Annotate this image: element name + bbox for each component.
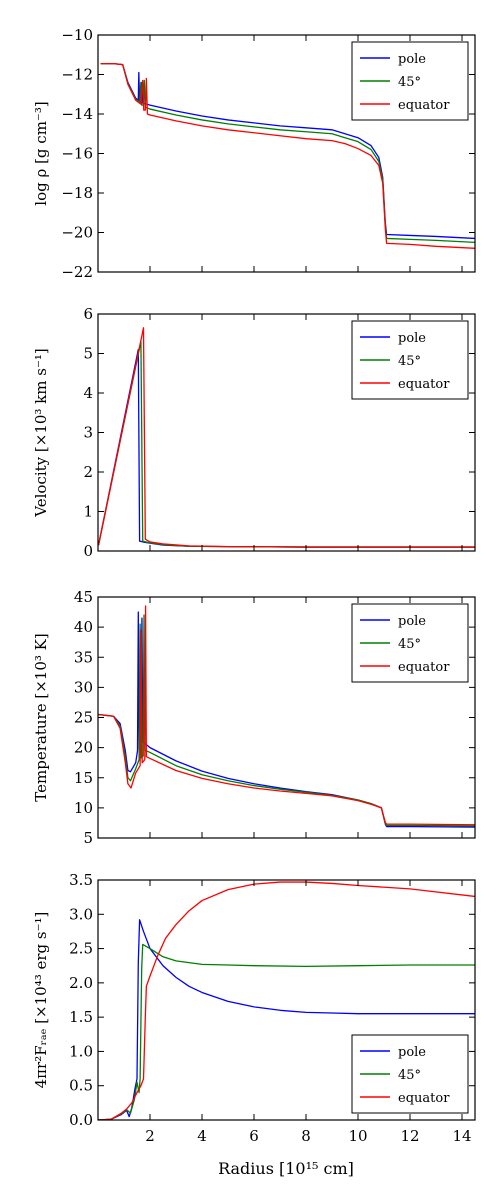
y-axis-label-velocity: Velocity [×10³ km s⁻¹] [32, 348, 50, 517]
y-tick-label: 35 [74, 648, 93, 666]
y-tick-label: 1 [83, 503, 93, 521]
y-tick-label: 25 [74, 709, 93, 727]
y-tick-label: 2.5 [69, 940, 93, 958]
y-tick-label: 45 [74, 588, 93, 606]
legend-label-2: equator [398, 1091, 450, 1106]
series-line-luminosity-1 [98, 943, 475, 1120]
y-tick-label: 0.5 [69, 1077, 93, 1095]
chart-panel-luminosity: 2 4 6 8 10 12 14 0.0 0.5 1.0 1.5 2.0 2.5 3.0 3.5 4πr²Fᵣ… [32, 871, 476, 1145]
y-tick-label: 10 [74, 799, 93, 817]
y-tick-label: 1.5 [69, 1008, 93, 1026]
series-line-temperature-2 [98, 605, 475, 826]
x-tick-label: 8 [301, 1127, 311, 1145]
series-group-temperature [98, 605, 475, 828]
legend-label-2: equator [398, 660, 450, 675]
y-tick-label: −20 [61, 224, 93, 242]
legend-label-2: equator [398, 377, 450, 392]
y-axis-label-temperature: Temperature [×10³ K] [32, 633, 50, 801]
legend-temperature: pole 45° equator [351, 603, 469, 683]
series-line-velocity-2 [98, 327, 475, 548]
series-group-velocity [98, 327, 475, 548]
legend-luminosity: pole 45° equator [351, 1034, 469, 1114]
chart-panel-density: −22 −20 −18 −16 −14 −12 −10 log ρ [g cm⁻³] pole 4… [32, 26, 476, 281]
x-tick-label: 6 [249, 1127, 259, 1145]
y-tick-label: −22 [61, 263, 93, 281]
y-tick-label: 5 [83, 345, 93, 363]
legend-label-1: 45° [398, 1068, 421, 1083]
y-tick-label: −12 [61, 66, 93, 84]
series-group-luminosity [98, 881, 475, 1120]
legend-density: pole 45° equator [351, 41, 469, 121]
legend-label-0: pole [398, 1045, 426, 1060]
y-axis-label-density: log ρ [g cm⁻³] [32, 101, 50, 205]
y-tick-label: 3.0 [69, 905, 93, 923]
legend-label-0: pole [398, 52, 426, 67]
plot-frame-luminosity [97, 879, 476, 1121]
y-tick-label: 6 [83, 305, 93, 323]
y-tick-label: −18 [61, 184, 93, 202]
legend-label-1: 45° [398, 637, 421, 652]
y-tick-label: 2 [83, 463, 93, 481]
y-tick-label: 30 [74, 678, 93, 696]
legend-label-2: equator [398, 98, 450, 113]
y-tick-label: 2.0 [69, 974, 93, 992]
x-tick-label: 4 [197, 1127, 207, 1145]
series-line-luminosity-2 [98, 881, 475, 1120]
y-tick-label: 3.5 [69, 871, 93, 889]
y-tick-label: 0 [83, 542, 93, 560]
x-tick-label: 10 [348, 1127, 367, 1145]
y-tick-label: −14 [61, 105, 93, 123]
legend-label-1: 45° [398, 354, 421, 369]
y-tick-label: 3 [83, 424, 93, 442]
y-tick-label: −16 [61, 145, 93, 163]
y-tick-label: 20 [74, 739, 93, 757]
legend-box [351, 1034, 469, 1114]
series-line-density-2 [100, 62, 475, 249]
y-tick-label: 40 [74, 618, 93, 636]
y-tick-label: 5 [83, 829, 93, 847]
x-tick-label: 14 [452, 1127, 471, 1145]
chart-panel-temperature: 5 10 15 20 25 30 35 40 45 Temperature [×10³ K] pol… [32, 588, 476, 847]
x-axis-label: Radius [10¹⁵ cm] [218, 1159, 354, 1178]
legend-label-0: pole [398, 614, 426, 629]
y-tick-label: 1.0 [69, 1042, 93, 1060]
legend-velocity: pole 45° equator [351, 320, 469, 400]
y-tick-label: 15 [74, 769, 93, 787]
x-tick-label: 2 [145, 1127, 155, 1145]
y-tick-label: −10 [61, 26, 93, 44]
legend-label-0: pole [398, 331, 426, 346]
series-group-density [100, 62, 475, 249]
y-tick-label: 4 [83, 384, 93, 402]
legend-label-1: 45° [398, 75, 421, 90]
y-tick-label: 0.0 [69, 1111, 93, 1129]
chart-panel-velocity: 0 1 2 3 4 5 6 Velocity [×10³ km s⁻¹] pole 45° equa… [32, 305, 476, 560]
y-axis-label-luminosity: 4πr²Fᵣₐₑ [×10⁴³ erg s⁻¹] [32, 912, 50, 1089]
x-tick-label: 12 [400, 1127, 419, 1145]
